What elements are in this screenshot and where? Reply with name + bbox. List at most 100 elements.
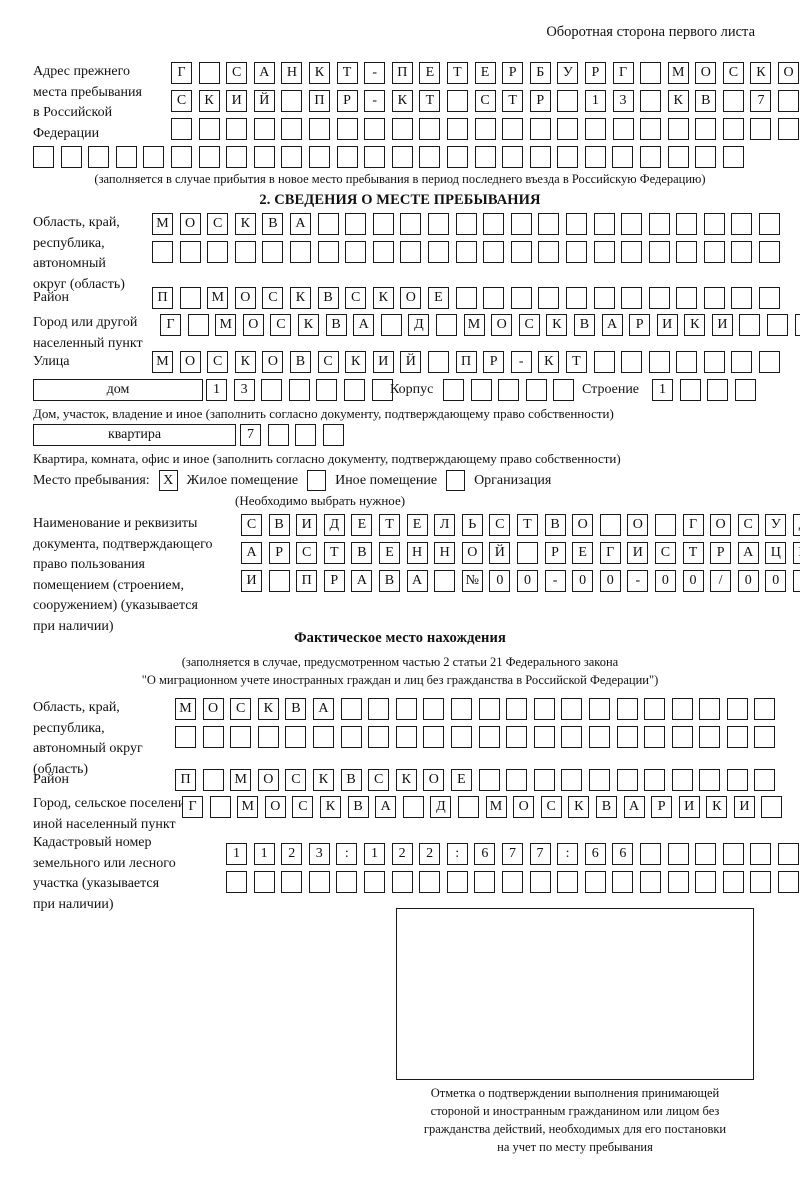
char-cell[interactable] [529,118,551,140]
char-cell[interactable] [794,314,800,336]
char-cell[interactable]: С [654,542,676,564]
char-cell[interactable]: К [234,351,256,373]
char-cell[interactable] [726,769,748,791]
char-cell[interactable]: М [215,314,237,336]
char-cell[interactable] [312,726,334,748]
char-cell[interactable]: Н [434,542,456,564]
char-cell[interactable] [750,843,772,865]
char-cell[interactable]: 1 [206,379,227,401]
char-cell[interactable] [612,146,634,168]
char-cell[interactable] [640,146,662,168]
char-cell[interactable] [648,241,670,263]
char-cell[interactable] [257,726,279,748]
char-cell[interactable] [671,726,693,748]
char-cell[interactable] [498,379,520,401]
char-cell[interactable]: К [198,90,220,112]
char-cell[interactable]: Е [450,769,472,791]
char-cell[interactable] [364,146,386,168]
char-cell[interactable]: К [568,796,590,818]
char-cell[interactable]: Г [182,796,203,818]
char-cell[interactable]: К [312,769,334,791]
char-cell[interactable] [380,314,402,336]
char-cell[interactable] [777,871,799,893]
char-cell[interactable]: О [695,62,717,84]
char-cell[interactable]: Г [599,542,621,564]
char-cell[interactable] [584,871,606,893]
char-cell[interactable] [731,241,753,263]
char-cell[interactable] [478,769,500,791]
char-cell[interactable] [612,118,634,140]
char-cell[interactable] [474,118,496,140]
char-cell[interactable] [478,698,500,720]
char-cell[interactable] [446,146,468,168]
char-cell[interactable]: В [347,796,369,818]
char-cell[interactable]: С [489,514,511,536]
char-cell[interactable] [703,213,725,235]
char-cell[interactable]: К [391,90,413,112]
char-cell[interactable]: О [491,314,513,336]
char-cell[interactable]: В [285,698,307,720]
char-cell[interactable]: Г [682,514,704,536]
char-cell[interactable] [372,213,394,235]
char-cell[interactable] [599,514,621,536]
char-cell[interactable]: Т [323,542,345,564]
char-cell[interactable]: Т [682,542,704,564]
char-cell[interactable] [395,698,417,720]
char-cell[interactable] [621,213,643,235]
char-cell[interactable]: - [544,570,566,592]
char-cell[interactable] [179,287,201,309]
char-cell[interactable] [565,241,587,263]
char-cell[interactable] [336,146,358,168]
char-cell[interactable] [561,769,583,791]
char-cell[interactable] [253,118,275,140]
char-cell[interactable] [731,287,753,309]
char-cell[interactable]: А [601,314,623,336]
char-cell[interactable] [207,241,229,263]
char-cell[interactable] [699,726,721,748]
char-cell[interactable] [593,241,615,263]
char-cell[interactable] [455,241,477,263]
char-cell[interactable] [699,698,721,720]
char-cell[interactable]: 1 [652,379,673,401]
char-cell[interactable]: Д [323,514,345,536]
char-cell[interactable]: У [557,62,579,84]
char-cell[interactable]: О [461,542,483,564]
char-cell[interactable] [336,871,358,893]
char-cell[interactable]: 2 [419,843,441,865]
char-cell[interactable] [419,871,441,893]
char-cell[interactable] [767,314,789,336]
char-cell[interactable] [703,351,725,373]
char-cell[interactable] [368,726,390,748]
al-region-row-2[interactable] [175,726,776,748]
char-cell[interactable] [703,241,725,263]
char-cell[interactable]: В [544,514,566,536]
char-cell[interactable] [679,379,701,401]
char-cell[interactable] [676,287,698,309]
char-cell[interactable]: А [353,314,375,336]
char-cell[interactable] [501,871,523,893]
char-cell[interactable] [345,213,367,235]
stroenie-cells[interactable]: 1 [652,379,756,401]
char-cell[interactable]: Р [529,90,551,112]
char-cell[interactable]: Т [336,62,358,84]
char-cell[interactable]: Р [710,542,732,564]
char-cell[interactable] [474,871,496,893]
char-cell[interactable]: - [364,90,386,112]
char-cell[interactable]: С [226,62,248,84]
char-cell[interactable] [754,726,776,748]
char-cell[interactable]: Е [474,62,496,84]
char-cell[interactable]: П [455,351,477,373]
char-cell[interactable]: Д [792,514,800,536]
char-cell[interactable] [731,213,753,235]
char-cell[interactable] [557,871,579,893]
char-cell[interactable]: И [733,796,755,818]
char-cell[interactable] [593,213,615,235]
char-cell[interactable] [648,351,670,373]
char-cell[interactable] [778,118,800,140]
char-cell[interactable] [143,146,165,168]
char-cell[interactable] [510,241,532,263]
char-cell[interactable]: К [257,698,279,720]
